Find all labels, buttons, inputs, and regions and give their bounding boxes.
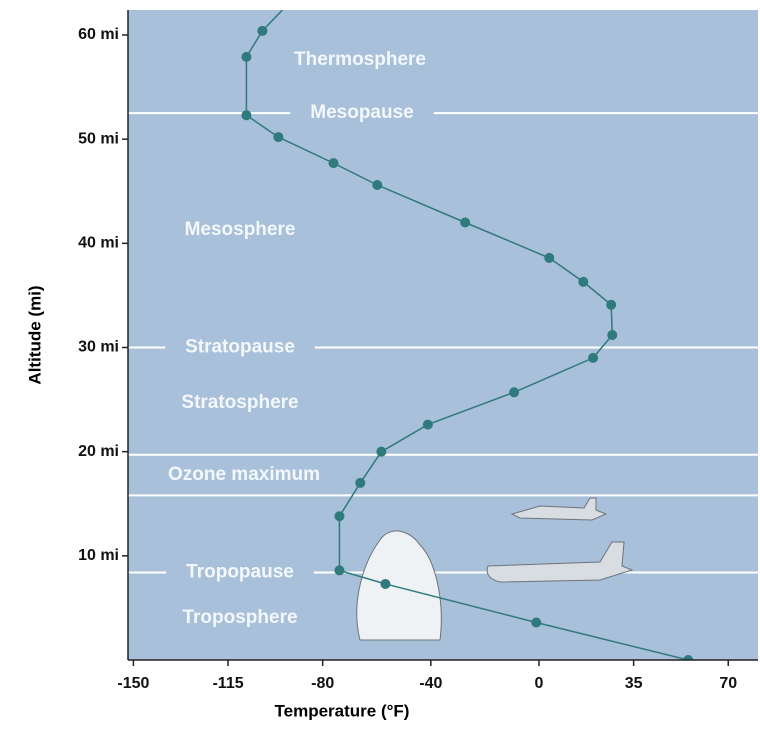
data-point bbox=[241, 110, 252, 121]
y-tick-label: 10 mi bbox=[78, 547, 119, 564]
boundary-label: Tropopause bbox=[186, 562, 294, 583]
data-point bbox=[241, 51, 252, 62]
layer-label: Stratosphere bbox=[181, 392, 298, 413]
data-point bbox=[328, 158, 339, 169]
x-tick-label: 0 bbox=[535, 675, 544, 692]
data-point bbox=[334, 511, 345, 522]
y-tick-label: 60 mi bbox=[78, 26, 119, 43]
data-point bbox=[606, 299, 617, 310]
y-tick-label: 30 mi bbox=[78, 339, 119, 356]
label-backdrop bbox=[290, 102, 434, 124]
x-axis-label: Temperature (°F) bbox=[275, 701, 410, 720]
boundary-label: Mesopause bbox=[310, 102, 413, 123]
data-point bbox=[334, 565, 345, 576]
layer-label: Troposphere bbox=[182, 607, 297, 628]
data-point bbox=[273, 132, 284, 143]
y-tick-label: 50 mi bbox=[78, 130, 119, 147]
data-point bbox=[460, 217, 471, 228]
plot-area bbox=[128, 10, 758, 660]
data-point bbox=[509, 387, 520, 398]
x-tick-label: 70 bbox=[719, 675, 737, 692]
boundary-label: Ozone maximum bbox=[168, 464, 320, 485]
x-tick-label: -115 bbox=[212, 675, 243, 692]
layer-label: Thermosphere bbox=[294, 49, 426, 70]
label-backdrop bbox=[166, 561, 314, 583]
x-tick-label: 35 bbox=[625, 675, 643, 692]
data-point bbox=[588, 352, 599, 363]
x-tick-label: -40 bbox=[419, 675, 442, 692]
label-backdrop bbox=[147, 464, 341, 486]
data-point bbox=[355, 477, 366, 488]
data-point bbox=[531, 617, 542, 628]
data-point bbox=[257, 25, 268, 36]
x-tick-label: -150 bbox=[117, 675, 149, 692]
data-line bbox=[245, 10, 689, 660]
x-tick-label: -80 bbox=[311, 675, 334, 692]
data-point bbox=[372, 180, 383, 190]
label-backdrop bbox=[165, 336, 315, 358]
data-point bbox=[422, 419, 433, 430]
data-point bbox=[380, 578, 391, 589]
layer-label: Mesosphere bbox=[185, 219, 296, 240]
data-point bbox=[376, 446, 387, 457]
data-point bbox=[683, 655, 694, 660]
data-point bbox=[607, 330, 618, 340]
y-axis-label: Altitude (mi) bbox=[25, 285, 44, 384]
y-tick-label: 20 mi bbox=[78, 443, 119, 460]
data-point bbox=[544, 252, 555, 263]
y-tick-label: 40 mi bbox=[78, 235, 119, 252]
data-point bbox=[578, 276, 589, 287]
boundary-label: Stratopause bbox=[185, 337, 295, 358]
illustrations bbox=[356, 497, 634, 641]
